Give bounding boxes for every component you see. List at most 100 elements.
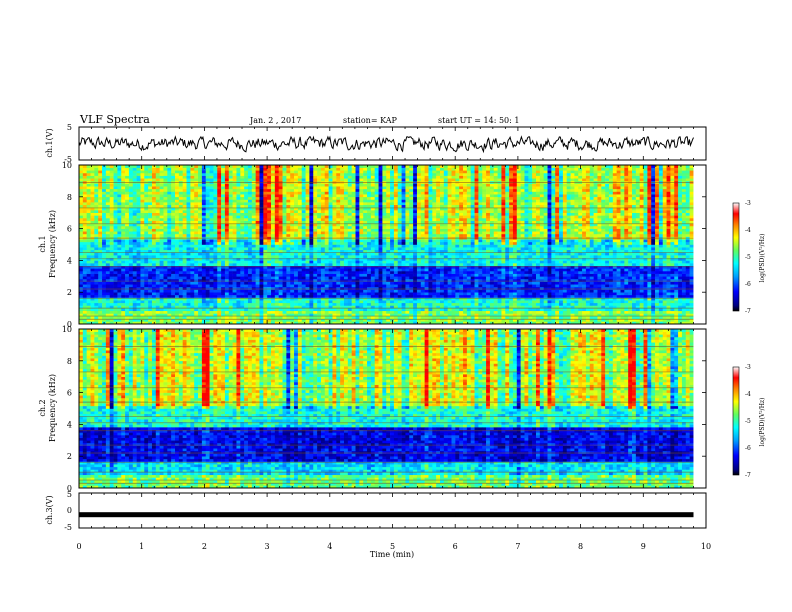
spectrogram-cell <box>125 202 130 206</box>
spectrogram-cell <box>148 188 153 192</box>
spectrogram-cell <box>236 175 241 179</box>
spectrogram-cell <box>332 292 337 296</box>
spectrogram-cell <box>159 170 164 174</box>
spectrogram-cell <box>79 186 84 190</box>
spectrogram-cell <box>347 286 352 290</box>
spectrogram-cell <box>343 273 349 277</box>
spectrogram-cell <box>121 223 126 227</box>
spectrogram-cell <box>355 204 360 208</box>
spectrogram-cell <box>267 244 272 248</box>
spectrogram-cell <box>79 247 84 251</box>
spectrogram-cell <box>236 183 241 187</box>
spectrogram-cell <box>259 175 264 179</box>
spectrogram-cell <box>228 297 233 301</box>
spectrogram-cell <box>309 188 314 192</box>
spectrogram-cell <box>136 212 141 216</box>
spectrogram-cell <box>282 210 287 213</box>
spectrogram-cell <box>267 233 272 237</box>
spectrogram-cell <box>128 170 134 174</box>
spectrogram-cell <box>244 265 249 269</box>
spectrogram-cell <box>313 178 318 182</box>
spectrogram-cell <box>198 263 203 266</box>
spectrogram-cell <box>94 191 99 195</box>
spectrogram-cell <box>367 310 372 314</box>
spectrogram-cell <box>236 191 241 195</box>
spectrogram-cell <box>121 188 126 192</box>
spectrogram-cell <box>378 300 383 304</box>
spectrogram-cell <box>132 239 137 243</box>
spectrogram-cell <box>94 207 99 211</box>
spectrogram-cell <box>232 202 237 206</box>
spectrogram-cell <box>194 188 199 192</box>
spectrogram-cell <box>171 300 176 304</box>
spectrogram-cell <box>105 233 111 237</box>
spectrogram-cell <box>374 212 379 216</box>
spectrogram-cell <box>236 273 241 277</box>
spectrogram-cell <box>125 196 130 200</box>
spectrogram-cell <box>144 292 149 296</box>
spectrogram-cell <box>167 318 172 322</box>
spectrogram-cell <box>297 196 303 200</box>
spectrogram-cell <box>294 218 299 221</box>
spectrogram-cell <box>117 252 122 256</box>
spectrogram-cell <box>336 260 341 264</box>
spectrogram-cell <box>351 255 356 259</box>
spectrogram-cell <box>94 244 99 248</box>
spectrogram-cell <box>255 313 260 317</box>
spectrogram-cell <box>136 218 141 221</box>
spectrogram-cell <box>148 202 153 206</box>
spectrogram-cell <box>336 218 341 221</box>
spectrogram-cell <box>79 265 84 269</box>
spectrogram-cell <box>244 196 249 200</box>
spectrogram-cell <box>167 313 172 317</box>
spectrogram-cell <box>186 175 191 179</box>
spectrogram-cell <box>297 292 303 296</box>
spectrogram-cell <box>374 207 379 211</box>
spectrogram-cell <box>224 218 230 221</box>
spectrogram-cell <box>244 263 249 266</box>
spectrogram-cell <box>105 228 111 232</box>
spectrogram-cell <box>82 286 87 290</box>
spectrogram-cell <box>217 239 222 243</box>
spectrogram-cell <box>182 252 187 256</box>
spectrogram-cell <box>278 308 283 312</box>
spectrogram-cell <box>186 188 191 192</box>
spectrogram-cell <box>317 294 322 298</box>
spectrogram-cell <box>301 194 306 198</box>
spectrogram-cell <box>232 310 237 314</box>
spectrogram-cell <box>294 271 299 274</box>
spectrogram-cell <box>232 233 237 237</box>
spectrogram-cell <box>148 310 153 314</box>
spectrogram-cell <box>286 239 291 243</box>
spectrogram-cell <box>109 194 114 198</box>
spectrogram-cell <box>136 194 141 198</box>
spectrogram-cell <box>305 265 310 269</box>
spectrogram-cell <box>79 233 84 237</box>
spectrogram-cell <box>178 297 183 301</box>
spectrogram-cell <box>136 316 141 319</box>
spectrogram-cell <box>359 165 364 168</box>
spectrogram-cell <box>125 276 130 280</box>
spectrogram-cell <box>324 305 329 309</box>
spectrogram-cell <box>359 305 364 309</box>
spectrogram-cell <box>236 278 241 282</box>
spectrogram-cell <box>290 204 295 208</box>
spectrogram-cell <box>363 207 368 211</box>
spectrogram-cell <box>236 316 241 319</box>
spectrogram-cell <box>332 231 337 235</box>
spectrogram-cell <box>198 305 203 309</box>
spectrogram-cell <box>236 172 241 176</box>
spectrogram-cell <box>113 271 118 274</box>
spectrogram-cell <box>232 297 237 301</box>
spectrogram-cell <box>182 241 187 245</box>
spectrogram-cell <box>378 196 383 200</box>
spectrogram-cell <box>113 228 118 232</box>
spectrogram-cell <box>309 252 314 256</box>
spectrogram-cell <box>105 220 111 224</box>
spectrogram-cell <box>247 196 253 200</box>
spectrogram-cell <box>94 310 99 314</box>
spectrogram-cell <box>247 318 253 322</box>
spectrogram-cell <box>278 278 283 282</box>
spectrogram-cell <box>155 178 160 182</box>
spectrogram-cell <box>90 263 95 266</box>
